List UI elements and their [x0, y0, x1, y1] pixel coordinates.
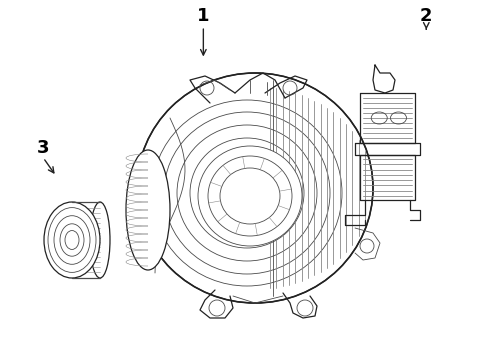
Ellipse shape — [164, 112, 330, 274]
Circle shape — [297, 300, 313, 316]
Ellipse shape — [177, 125, 317, 261]
Text: 1: 1 — [197, 7, 210, 25]
Text: 3: 3 — [37, 139, 49, 157]
Ellipse shape — [190, 138, 304, 248]
Ellipse shape — [126, 150, 170, 270]
Ellipse shape — [198, 146, 302, 246]
Ellipse shape — [214, 162, 280, 224]
Ellipse shape — [203, 151, 291, 235]
Ellipse shape — [44, 202, 100, 278]
Text: 2: 2 — [420, 7, 433, 25]
Ellipse shape — [152, 100, 342, 286]
Ellipse shape — [137, 73, 373, 303]
Ellipse shape — [90, 202, 110, 278]
Circle shape — [209, 300, 225, 316]
